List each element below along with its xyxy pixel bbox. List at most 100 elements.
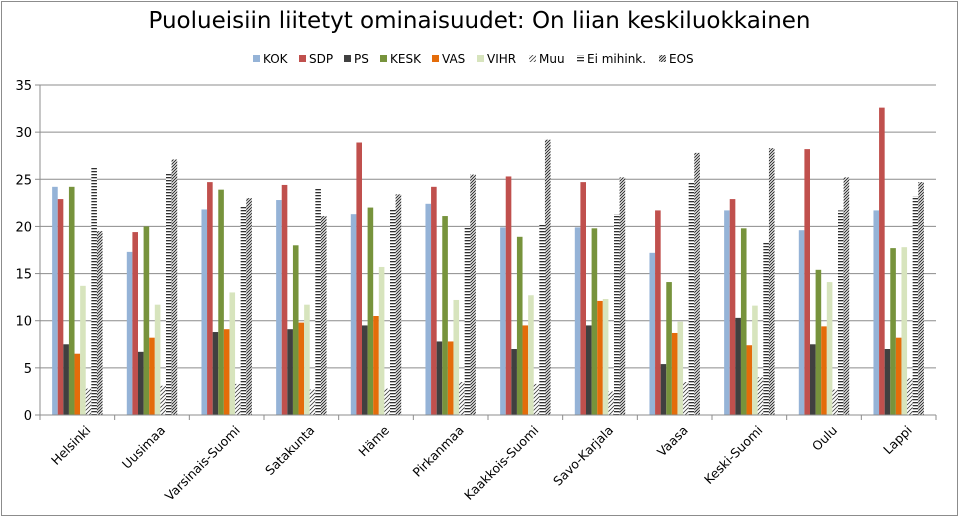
y-tick-label: 20 <box>15 220 32 235</box>
bar-kok: KOK — Vaasa: 17.2 <box>649 252 656 415</box>
legend-label: KESK <box>390 52 422 66</box>
bar-kesk: KESK — Uusimaa: 20 <box>143 226 150 415</box>
y-tick-label: 10 <box>15 315 32 330</box>
bar-sdp: SDP — Varsinais-Suomi: 24.7 <box>207 182 213 415</box>
bar-vihr: VIHR — Kaakkois-Suomi: 12.7 <box>528 295 534 415</box>
bar-group: KOK — Keski-Suomi: 21.7SDP — Keski-Suomi… <box>724 148 775 415</box>
x-tick-label: Häme <box>355 422 392 459</box>
bar-ps: PS — Lappi: 7 <box>884 349 891 415</box>
bar-eos: EOS — Savo-Karjala: 25.2 <box>619 177 626 415</box>
legend-swatch <box>432 55 439 62</box>
bar-ps: PS — Häme: 9.5 <box>362 325 368 415</box>
bar-sdp: SDP — Pirkanmaa: 24.2 <box>431 186 437 415</box>
x-tick-label: Helsinki <box>48 423 93 468</box>
bar-muu: Muu — Kaakkois-Suomi: 3.3 <box>533 383 540 415</box>
bar-vas: VAS — Pirkanmaa: 7.8 <box>447 341 454 415</box>
bar-eos: EOS — Varsinais-Suomi: 23 <box>246 198 252 415</box>
legend-label: KOK <box>263 52 289 66</box>
bar-kesk: KESK — Satakunta: 18 <box>292 245 299 415</box>
bar-muu: Muu — Satakunta: 2.7 <box>309 389 316 415</box>
legend-label: SDP <box>309 52 333 66</box>
bar-ps: PS — Varsinais-Suomi: 8.8 <box>212 332 219 415</box>
legend-label: VIHR <box>487 52 516 66</box>
bar-muu: Muu — Häme: 2.8 <box>384 388 390 415</box>
bar-kok: KOK — Satakunta: 22.8 <box>276 200 282 415</box>
bar-kesk: KESK — Varsinais-Suomi: 23.9 <box>218 189 224 415</box>
bar-vas: VAS — Helsinki: 6.5 <box>74 353 81 415</box>
bar-group: KOK — Oulu: 19.6SDP — Oulu: 28.2PS — Oul… <box>798 149 850 415</box>
bar-kok: KOK — Helsinki: 24.2 <box>52 186 58 415</box>
bar-sdp: SDP — Uusimaa: 19.4 <box>132 232 138 415</box>
bar-vihr: VIHR — Oulu: 14.1 <box>826 282 833 415</box>
bar-vas: VAS — Häme: 10.5 <box>373 316 379 415</box>
legend-label: EOS <box>669 52 694 66</box>
x-tick-label: Satakunta <box>262 423 317 478</box>
bar-group: KOK — Uusimaa: 17.3SDP — Uusimaa: 19.4PS… <box>126 159 178 415</box>
legend-swatch <box>253 55 260 62</box>
bar-vihr: VIHR — Uusimaa: 11.7 <box>154 304 161 415</box>
legend-swatch <box>344 55 351 62</box>
bar-vas: VAS — Savo-Karjala: 12.1 <box>597 300 603 415</box>
legend: KOK SDP PS KESK VAS VIHR Muu Ei mihink. EOS <box>253 52 694 66</box>
bar-vas: VAS — Kaakkois-Suomi: 9.5 <box>522 325 529 415</box>
x-tick-label: Lappi <box>880 423 915 458</box>
bar-group: KOK — Savo-Karjala: 19.9SDP — Savo-Karja… <box>574 177 626 415</box>
bar-ei-mihink: Ei mihink. — Uusimaa: 25.6 <box>166 173 172 415</box>
bar-kok: KOK — Varsinais-Suomi: 21.8 <box>201 209 208 415</box>
legend-item: Ei mihink. <box>577 52 646 66</box>
bar-vas: VAS — Satakunta: 9.8 <box>298 322 305 415</box>
bar-ps: PS — Satakunta: 9.1 <box>287 329 293 415</box>
bar-group: KOK — Häme: 21.3SDP — Häme: 28.9PS — Häm… <box>350 142 402 415</box>
legend-label: Muu <box>539 52 565 66</box>
bar-sdp: SDP — Kaakkois-Suomi: 25.3 <box>505 176 512 415</box>
bar-eos: EOS — Häme: 23.4 <box>395 194 402 415</box>
bar-kok: KOK — Häme: 21.3 <box>350 214 357 415</box>
x-tick-label: Pirkanmaa <box>410 423 467 480</box>
bar-eos: EOS — Kaakkois-Suomi: 29.2 <box>544 139 551 415</box>
bar-eos: EOS — Uusimaa: 27.1 <box>171 159 178 415</box>
legend-item: VIHR <box>477 52 516 66</box>
y-tick-label: 35 <box>15 79 32 94</box>
legend-label: Ei mihink. <box>587 52 646 66</box>
bar-vihr: VIHR — Helsinki: 13.7 <box>80 285 86 415</box>
bar-kok: KOK — Keski-Suomi: 21.7 <box>724 210 730 415</box>
bar-ei-mihink: Ei mihink. — Lappi: 23.2 <box>912 196 919 415</box>
bar-kesk: KESK — Savo-Karjala: 19.8 <box>591 228 598 415</box>
bar-group: KOK — Satakunta: 22.8SDP — Satakunta: 24… <box>276 184 327 415</box>
bar-sdp: SDP — Oulu: 28.2 <box>804 149 810 415</box>
legend-item: PS <box>344 52 369 66</box>
bar-kesk: KESK — Pirkanmaa: 21.1 <box>442 216 448 415</box>
bar-group: KOK — Kaakkois-Suomi: 19.9SDP — Kaakkois… <box>500 139 551 415</box>
bar-ei-mihink: Ei mihink. — Pirkanmaa: 19.9 <box>464 227 471 415</box>
bar-kesk: KESK — Häme: 22 <box>367 207 374 415</box>
y-tick-label: 25 <box>15 173 32 188</box>
legend-item: Muu <box>529 52 565 66</box>
bar-group: KOK — Lappi: 21.7SDP — Lappi: 32.6PS — L… <box>873 107 924 415</box>
legend-swatch <box>659 55 666 62</box>
bar-kesk: KESK — Oulu: 15.4 <box>815 269 822 415</box>
bar-ps: PS — Vaasa: 5.4 <box>660 364 667 415</box>
bar-muu: Muu — Vaasa: 3.5 <box>683 382 689 415</box>
bar-vas: VAS — Keski-Suomi: 7.4 <box>746 345 753 415</box>
bar-vihr: VIHR — Lappi: 17.8 <box>901 247 908 415</box>
bar-ps: PS — Uusimaa: 6.7 <box>138 351 144 415</box>
bar-muu: Muu — Varsinais-Suomi: 3.3 <box>235 383 241 415</box>
bar-group: KOK — Varsinais-Suomi: 21.8SDP — Varsina… <box>201 182 252 415</box>
legend-item: KESK <box>380 52 422 66</box>
bar-muu: Muu — Pirkanmaa: 3.5 <box>459 382 465 415</box>
y-axis: 0 5 10 15 20 25 30 35 <box>15 79 41 424</box>
bar-ei-mihink: Ei mihink. — Oulu: 21.7 <box>838 210 844 415</box>
bar-sdp: SDP — Lappi: 32.6 <box>879 107 885 415</box>
bar-ei-mihink: Ei mihink. — Häme: 21.8 <box>390 209 396 415</box>
y-tick-label: 30 <box>15 126 32 141</box>
gridlines <box>40 84 936 416</box>
x-tick-label: Kaakkois-Suomi <box>461 423 541 503</box>
bar-kok: KOK — Pirkanmaa: 22.4 <box>425 203 432 415</box>
bar-kesk: KESK — Helsinki: 24.2 <box>68 186 75 415</box>
bar-vihr: VIHR — Varsinais-Suomi: 13 <box>229 292 236 415</box>
bar-group: KOK — Pirkanmaa: 22.4SDP — Pirkanmaa: 24… <box>425 174 476 415</box>
bar-ei-mihink: Ei mihink. — Keski-Suomi: 18.4 <box>763 241 769 415</box>
bar-vihr: VIHR — Savo-Karjala: 12.3 <box>602 299 609 415</box>
legend-item: VAS <box>432 52 465 66</box>
